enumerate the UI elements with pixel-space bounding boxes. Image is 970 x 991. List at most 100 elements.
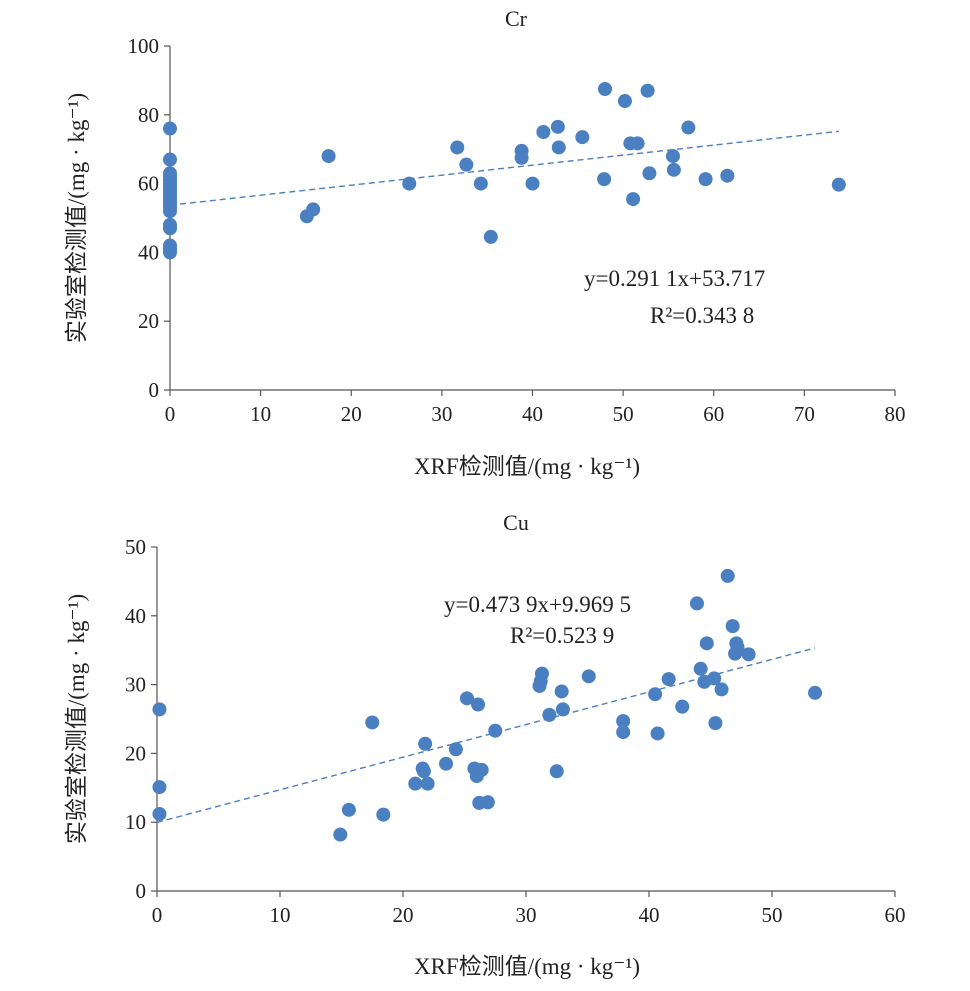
data-point <box>581 669 596 684</box>
data-point <box>720 568 735 583</box>
x-tick-label: 0 <box>152 903 163 927</box>
x-tick-label: 60 <box>885 903 906 927</box>
data-point <box>665 149 680 164</box>
data-point <box>418 736 433 751</box>
data-point <box>725 619 740 634</box>
data-point <box>720 168 735 183</box>
data-point <box>648 687 663 702</box>
data-point <box>483 229 498 244</box>
y-tick-label: 20 <box>125 741 146 765</box>
data-point <box>163 245 177 260</box>
data-point <box>575 130 590 145</box>
data-point <box>474 762 489 777</box>
data-point <box>551 140 566 155</box>
x-tick-label: 70 <box>794 402 815 426</box>
y-tick-label: 40 <box>138 240 159 264</box>
chart-cr: Cr 0 10 20 30 40 50 60 70 80 0 20 40 60 80 100 y=0.291… <box>64 6 906 479</box>
data-point <box>473 176 488 191</box>
data-point <box>163 121 177 136</box>
data-point <box>152 702 167 717</box>
x-tick-label: 40 <box>639 903 660 927</box>
x-axis-label: XRF检测值/(mg · kg⁻¹) <box>414 954 640 979</box>
y-tick-label: 10 <box>125 810 146 834</box>
data-point <box>707 671 722 686</box>
data-point <box>450 140 465 155</box>
y-tick-label: 60 <box>138 172 159 196</box>
x-tick-label: 40 <box>522 402 543 426</box>
data-point <box>693 661 708 676</box>
data-point <box>420 776 435 791</box>
r-squared-label: R²=0.523 9 <box>510 623 614 648</box>
y-tick-label: 0 <box>149 378 160 402</box>
data-point <box>808 685 823 700</box>
y-tick-label: 0 <box>136 879 147 903</box>
x-axis-label: XRF检测值/(mg · kg⁻¹) <box>414 454 640 479</box>
data-point <box>681 120 696 135</box>
data-point <box>341 802 356 817</box>
y-tick-label: 100 <box>128 34 160 58</box>
x-tick-label: 10 <box>250 402 271 426</box>
data-point <box>617 94 632 109</box>
data-point <box>699 636 714 651</box>
data-point <box>542 707 557 722</box>
chart-cu: Cu 0 10 20 30 40 50 60 0 10 20 30 40 50 y=0.473 9x+9… <box>64 510 906 979</box>
data-point <box>616 725 631 740</box>
data-point <box>163 221 177 236</box>
data-point <box>488 723 503 738</box>
data-point <box>741 647 756 662</box>
data-point <box>152 806 167 821</box>
y-tick-label: 40 <box>125 604 146 628</box>
data-point <box>416 764 431 779</box>
data-point <box>831 177 846 192</box>
x-tick-label: 60 <box>703 402 724 426</box>
data-point <box>402 176 417 191</box>
plot-axes <box>169 46 895 391</box>
data-point <box>459 691 474 706</box>
y-axis-label: 实验室检测值/(mg · kg⁻¹) <box>64 93 89 343</box>
x-tick-label: 50 <box>613 402 634 426</box>
regression-equation: y=0.291 1x+53.717 <box>584 266 765 291</box>
chart-title: Cu <box>503 510 529 535</box>
data-point <box>626 192 641 207</box>
data-point <box>661 672 676 687</box>
data-point <box>714 682 729 697</box>
x-tick-label: 10 <box>270 903 291 927</box>
x-tick-label: 30 <box>516 903 537 927</box>
y-tick-label: 20 <box>138 309 159 333</box>
data-point <box>439 756 454 771</box>
data-point <box>708 716 723 731</box>
data-point <box>525 176 540 191</box>
data-point <box>152 780 167 795</box>
data-point <box>471 697 486 712</box>
data-point <box>163 204 177 219</box>
data-point <box>630 136 645 151</box>
data-point <box>534 666 549 681</box>
data-point <box>555 702 570 717</box>
x-tick-label: 20 <box>341 402 362 426</box>
data-point <box>536 125 551 139</box>
y-tick-label: 30 <box>125 673 146 697</box>
data-point <box>549 764 564 779</box>
data-point <box>666 162 681 177</box>
data-point <box>333 827 348 842</box>
trend-line <box>169 130 839 206</box>
y-tick-label: 80 <box>138 103 159 127</box>
data-point <box>321 149 336 164</box>
chart-title: Cr <box>505 6 528 31</box>
data-point <box>730 640 745 655</box>
regression-equation: y=0.473 9x+9.969 5 <box>444 592 631 617</box>
x-tick-label: 30 <box>431 402 452 426</box>
data-point <box>616 714 631 729</box>
data-point <box>597 172 612 187</box>
data-point <box>598 82 612 96</box>
trend-line <box>156 647 816 824</box>
data-point <box>689 596 704 611</box>
data-point <box>554 684 569 699</box>
data-point <box>480 795 495 810</box>
y-tick-label: 50 <box>125 535 146 559</box>
data-point <box>642 166 657 181</box>
data-point <box>550 119 565 134</box>
x-tick-label: 0 <box>165 402 176 426</box>
data-point <box>514 150 529 165</box>
